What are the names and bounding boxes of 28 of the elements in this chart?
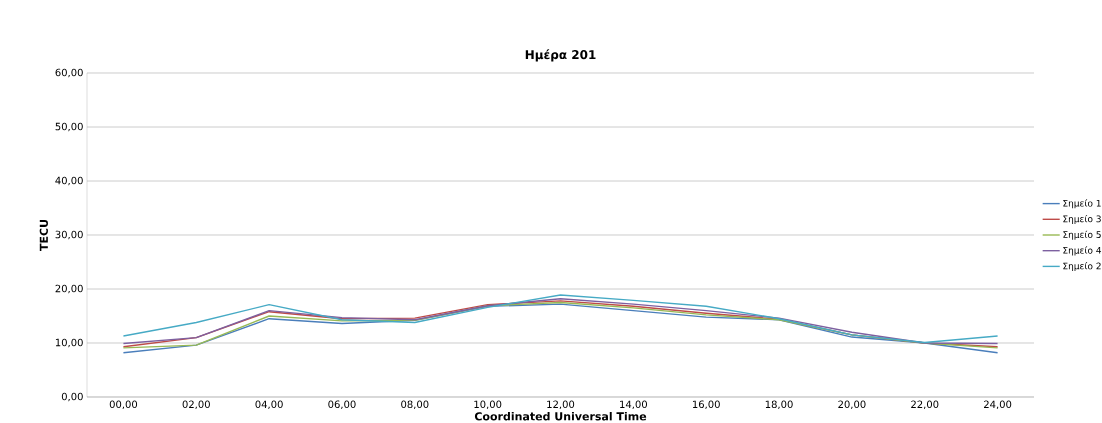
legend-label: Σημείο 2	[1063, 262, 1101, 272]
y-axis-title: TECU	[39, 220, 48, 251]
legend-label: Σημείο 1	[1063, 199, 1101, 209]
legend-label: Σημείο 4	[1063, 246, 1102, 256]
legend-label: Σημείο 3	[1063, 214, 1101, 225]
x-tick-label: 06,00	[328, 400, 356, 410]
x-tick-label: 10,00	[474, 400, 502, 410]
x-axis-title: Coordinated Universal Time	[474, 411, 647, 421]
x-tick-label: 12,00	[547, 400, 575, 410]
chart-title: Ημέρα 201	[525, 49, 596, 62]
legend-label: Σημείο 5	[1063, 230, 1101, 240]
y-tick-label: 50,00	[55, 122, 83, 132]
x-tick-label: 18,00	[765, 400, 793, 410]
y-tick-label: 30,00	[55, 230, 83, 240]
x-tick-label: 20,00	[838, 400, 866, 410]
x-tick-label: 24,00	[984, 400, 1012, 410]
x-tick-label: 16,00	[692, 400, 720, 410]
x-tick-label: 08,00	[401, 400, 429, 410]
x-tick-label: 04,00	[255, 400, 283, 410]
y-tick-label: 60,00	[55, 68, 83, 78]
y-tick-label: 10,00	[55, 338, 83, 348]
y-tick-label: 20,00	[55, 284, 83, 294]
x-tick-label: 22,00	[911, 400, 939, 410]
x-tick-label: 00,00	[109, 400, 138, 410]
x-tick-label: 02,00	[182, 400, 210, 410]
y-tick-label: 0,00	[61, 392, 83, 402]
x-tick-label: 14,00	[620, 400, 648, 410]
y-tick-label: 40,00	[55, 176, 83, 186]
